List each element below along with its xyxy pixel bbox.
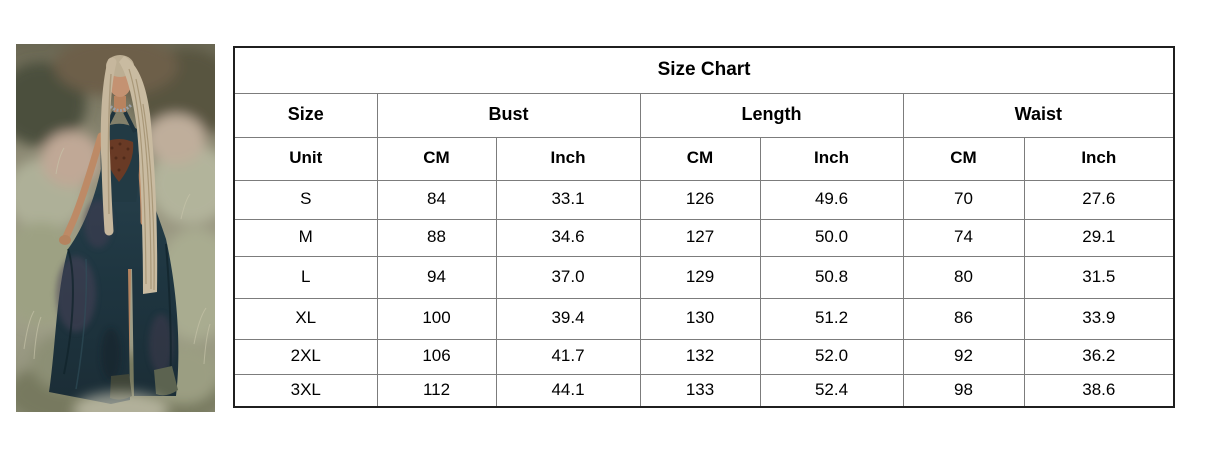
size-row-l: L 94 37.0 129 50.8 80 31.5 [233,255,1175,299]
cell-bust-cm: 106 [376,338,497,375]
cell-waist-inch: 33.9 [1023,297,1175,340]
waist-cm-header: CM [902,136,1025,181]
length-inch-header: Inch [759,136,904,181]
cell-size: XL [233,297,378,340]
cell-bust-cm: 112 [376,373,497,408]
cell-length-inch: 49.6 [759,179,904,220]
cell-length-inch: 52.0 [759,338,904,375]
col-header-waist: Waist [902,92,1175,138]
cell-waist-cm: 74 [902,218,1025,257]
cell-waist-inch: 27.6 [1023,179,1175,220]
model-hair [100,56,158,294]
title-row: Size Chart [233,46,1175,94]
size-chart-title: Size Chart [233,46,1175,94]
cell-waist-inch: 38.6 [1023,373,1175,408]
length-cm-header: CM [639,136,761,181]
cell-bust-cm: 100 [376,297,497,340]
size-row-s: S 84 33.1 126 49.6 70 27.6 [233,179,1175,220]
cell-bust-inch: 41.7 [495,338,641,375]
cell-length-cm: 132 [639,338,761,375]
cell-waist-inch: 29.1 [1023,218,1175,257]
group-header-row: Size Bust Length Waist [233,92,1175,138]
bust-inch-header: Inch [495,136,641,181]
cell-waist-cm: 70 [902,179,1025,220]
cell-length-cm: 126 [639,179,761,220]
cell-length-inch: 51.2 [759,297,904,340]
grass-strokes [23,147,211,365]
cell-length-cm: 127 [639,218,761,257]
waist-inch-header: Inch [1023,136,1175,181]
cell-bust-cm: 88 [376,218,497,257]
cell-length-cm: 129 [639,255,761,299]
cell-length-inch: 50.8 [759,255,904,299]
size-row-3xl: 3XL 112 44.1 133 52.4 98 38.6 [233,373,1175,408]
bust-cm-header: CM [376,136,497,181]
unit-label: Unit [233,136,378,181]
cell-length-inch: 52.4 [759,373,904,408]
cell-size: S [233,179,378,220]
cell-length-cm: 130 [639,297,761,340]
cell-size: 3XL [233,373,378,408]
cell-bust-inch: 33.1 [495,179,641,220]
cell-waist-cm: 98 [902,373,1025,408]
cell-bust-inch: 34.6 [495,218,641,257]
cell-size: M [233,218,378,257]
cell-waist-cm: 92 [902,338,1025,375]
col-header-size: Size [233,92,378,138]
cell-bust-cm: 94 [376,255,497,299]
unit-header-row: Unit CM Inch CM Inch CM Inch [233,136,1175,181]
cell-bust-inch: 39.4 [495,297,641,340]
crochet-bib [104,139,134,182]
product-photo [16,44,215,412]
col-header-length: Length [639,92,904,138]
cell-size: L [233,255,378,299]
cell-waist-inch: 36.2 [1023,338,1175,375]
product-image [16,44,215,412]
cell-waist-cm: 80 [902,255,1025,299]
cell-bust-inch: 37.0 [495,255,641,299]
size-chart-table: Size Chart Size Bust Length Waist Unit C… [233,46,1176,408]
cell-bust-inch: 44.1 [495,373,641,408]
cell-size: 2XL [233,338,378,375]
cell-length-inch: 50.0 [759,218,904,257]
size-row-xl: XL 100 39.4 130 51.2 86 33.9 [233,297,1175,340]
necklace [106,102,134,112]
cell-waist-cm: 86 [902,297,1025,340]
cell-bust-cm: 84 [376,179,497,220]
size-row-m: M 88 34.6 127 50.0 74 29.1 [233,218,1175,257]
cell-length-cm: 133 [639,373,761,408]
cell-waist-inch: 31.5 [1023,255,1175,299]
size-row-2xl: 2XL 106 41.7 132 52.0 92 36.2 [233,338,1175,375]
col-header-bust: Bust [376,92,641,138]
